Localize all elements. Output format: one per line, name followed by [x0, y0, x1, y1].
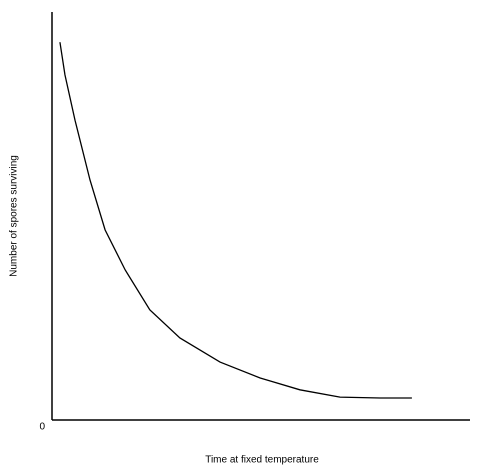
- y-axis-label: Number of spores surviving: [9, 155, 20, 277]
- x-axis-label: Time at fixed temperature: [205, 455, 319, 466]
- y-tick-label: 0: [39, 422, 45, 433]
- curve: [59, 42, 412, 399]
